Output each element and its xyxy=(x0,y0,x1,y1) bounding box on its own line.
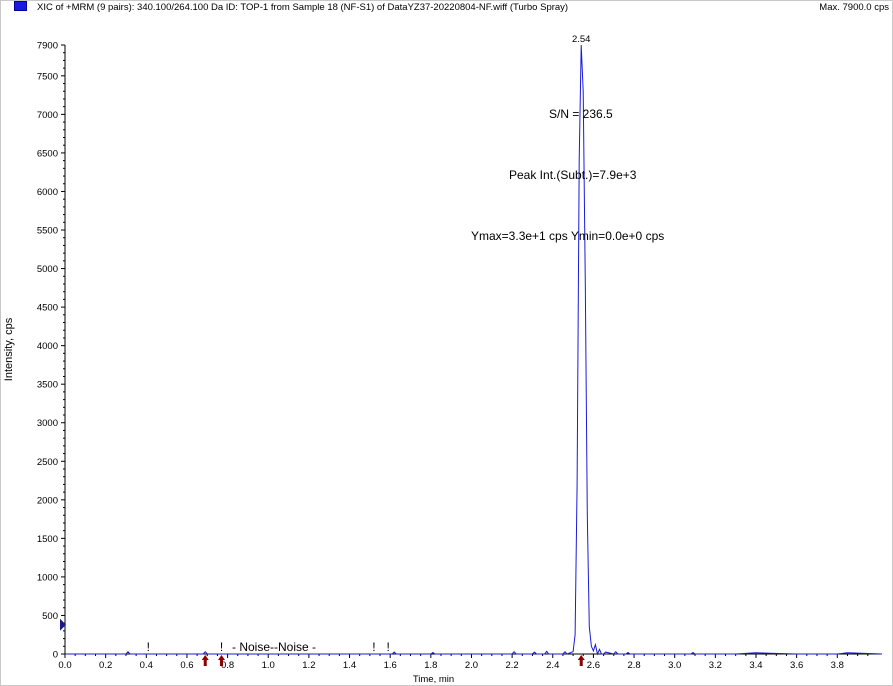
peak-int-annotation: Peak Int.(Subt.)=7.9e+3 xyxy=(509,168,637,182)
x-tick-label: 0.0 xyxy=(58,660,71,671)
y-tick-label: 7500 xyxy=(37,71,58,82)
x-tick-label: 3.4 xyxy=(749,660,762,671)
y-tick-label: 1000 xyxy=(37,572,58,583)
y-axis-marker xyxy=(60,618,66,631)
noise-mark: ! xyxy=(147,640,150,654)
y-tick-label: 5000 xyxy=(37,264,58,275)
y-axis-label: Intensity, cps xyxy=(3,317,15,381)
y-tick-label: 4000 xyxy=(37,341,58,352)
y-tick-label: 3500 xyxy=(37,380,58,391)
marker-arrow-head xyxy=(577,655,585,660)
x-tick-label: 0.2 xyxy=(99,660,112,671)
x-tick-label: 3.0 xyxy=(668,660,681,671)
annotation-layer: 2.54 S/N = 236.5 Peak Int.(Subt.)=7.9e+3 Ym… xyxy=(60,34,664,666)
noise-label: - Noise--Noise - xyxy=(232,640,316,654)
marker-arrow-stem xyxy=(219,660,223,666)
marker-arrow-head xyxy=(201,655,209,660)
x-tick-label: 2.0 xyxy=(465,660,478,671)
ymax-ymin-annotation: Ymax=3.3e+1 cps Ymin=0.0e+0 cps xyxy=(471,229,664,243)
x-tick-label: 3.8 xyxy=(831,660,844,671)
series-color-swatch[interactable] xyxy=(14,1,27,11)
x-tick-label: 1.6 xyxy=(384,660,397,671)
x-tick-label: 0.6 xyxy=(180,660,193,671)
x-tick-label: 0.4 xyxy=(140,660,153,671)
y-tick-label: 2000 xyxy=(37,495,58,506)
x-tick-label: 3.2 xyxy=(709,660,722,671)
y-tick-label: 3000 xyxy=(37,418,58,429)
x-tick-label: 1.2 xyxy=(302,660,315,671)
x-tick-label: 1.8 xyxy=(424,660,437,671)
x-tick-label: 0.8 xyxy=(221,660,234,671)
x-axis-label: Time, min xyxy=(413,674,454,685)
axes-layer: 0 500 1000 1500 2000 2500 3000 3500 4000 4500 5000… xyxy=(3,41,882,685)
chart-title: XIC of +MRM (9 pairs): 340.100/264.100 D… xyxy=(37,2,569,13)
y-tick-label: 7900 xyxy=(37,41,58,52)
series-line xyxy=(65,44,883,656)
max-intensity-label: Max. 7900.0 cps xyxy=(819,2,889,13)
y-tick-label: 1500 xyxy=(37,534,58,545)
noise-mark: ! xyxy=(372,640,375,654)
y-tick-label: 6500 xyxy=(37,148,58,159)
x-tick-label: 2.8 xyxy=(627,660,640,671)
x-tick-label: 2.2 xyxy=(506,660,519,671)
noise-mark: ! xyxy=(220,640,223,654)
x-tick-label: 1.4 xyxy=(343,660,356,671)
marker-arrow-head xyxy=(217,655,225,660)
y-tick-label: 2500 xyxy=(37,457,58,468)
y-tick-label: 0 xyxy=(53,650,58,661)
sn-annotation: S/N = 236.5 xyxy=(549,107,613,121)
noise-mark: ! xyxy=(386,640,389,654)
x-tick-label: 1.0 xyxy=(262,660,275,671)
y-tick-label: 500 xyxy=(42,611,58,622)
x-tick-label: 3.6 xyxy=(790,660,803,671)
y-tick-label: 7000 xyxy=(37,110,58,121)
trace-layer xyxy=(65,44,883,656)
x-tick-label: 2.4 xyxy=(546,660,559,671)
marker-arrow-stem xyxy=(203,660,207,666)
y-tick-label: 6000 xyxy=(37,187,58,198)
y-tick-label: 5500 xyxy=(37,226,58,237)
x-tick-label: 2.6 xyxy=(587,660,600,671)
marker-arrow-stem xyxy=(579,660,583,666)
peak-label: 2.54 xyxy=(572,34,591,45)
y-tick-label: 4500 xyxy=(37,303,58,314)
